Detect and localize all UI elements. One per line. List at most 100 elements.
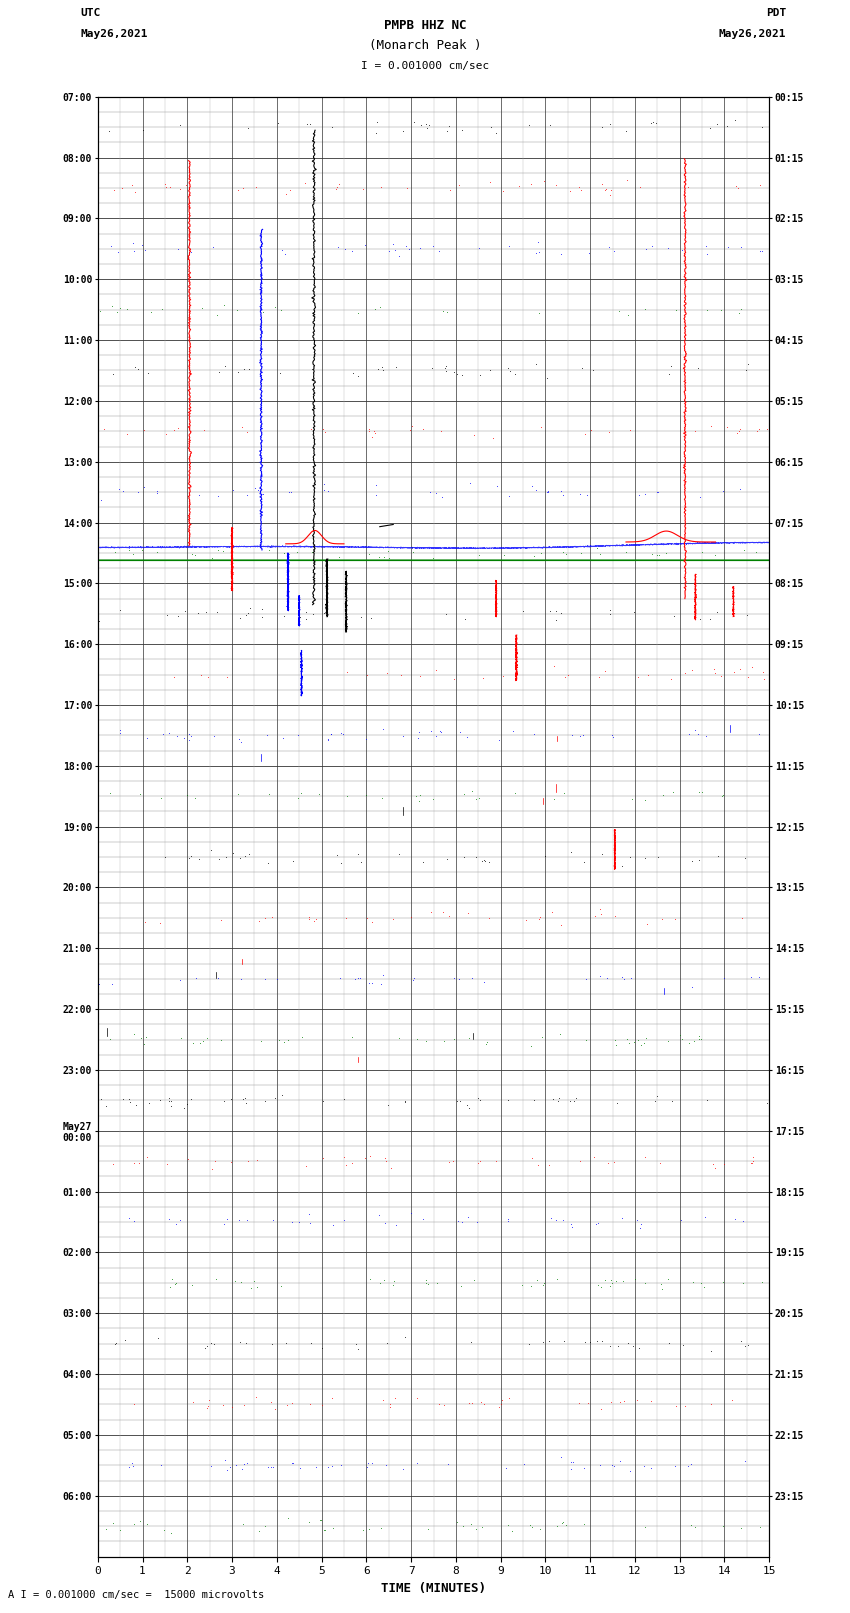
Point (296, 1024, 309, 1050)
Point (512, 173, 525, 198)
Point (578, 421, 592, 447)
Point (169, 1211, 183, 1237)
Point (624, 966, 638, 992)
Point (306, 356, 320, 382)
Point (376, 786, 389, 811)
Point (736, 1269, 750, 1295)
Point (615, 853, 629, 879)
Point (382, 539, 395, 565)
Point (187, 1389, 201, 1415)
Point (530, 1266, 543, 1292)
Point (717, 1269, 730, 1295)
Point (126, 540, 139, 566)
Point (354, 848, 367, 874)
Point (554, 1444, 568, 1469)
Point (363, 969, 377, 995)
Point (405, 903, 418, 929)
Point (336, 721, 349, 747)
Point (162, 721, 176, 747)
Point (286, 848, 299, 874)
Point (486, 426, 500, 452)
Point (414, 113, 428, 139)
Point (661, 1329, 675, 1355)
Point (554, 479, 568, 505)
Point (546, 1086, 559, 1111)
Point (497, 542, 511, 568)
Point (745, 1150, 759, 1176)
Point (379, 1452, 393, 1478)
Point (94, 1086, 107, 1111)
Point (503, 358, 517, 384)
Point (241, 1148, 255, 1174)
Point (249, 1384, 263, 1410)
Point (518, 1450, 531, 1476)
Point (575, 540, 588, 566)
Point (363, 1144, 377, 1169)
Point (470, 1210, 484, 1236)
Point (184, 1086, 198, 1111)
Point (656, 782, 670, 808)
Point (473, 1389, 487, 1415)
Point (426, 545, 439, 571)
Point (532, 300, 546, 326)
Point (711, 111, 724, 137)
Point (749, 540, 762, 566)
Point (685, 848, 699, 874)
Point (360, 782, 373, 808)
Point (654, 907, 668, 932)
Point (692, 355, 706, 381)
Point (544, 1205, 558, 1231)
Point (462, 1095, 476, 1121)
Point (556, 1207, 570, 1232)
Point (621, 1331, 635, 1357)
Point (621, 302, 635, 327)
Point (638, 1144, 651, 1169)
Point (160, 602, 173, 627)
Point (163, 174, 177, 200)
Point (191, 600, 205, 626)
Point (580, 966, 593, 992)
Point (693, 605, 706, 631)
Point (752, 416, 766, 442)
Point (524, 1273, 538, 1298)
Point (280, 1027, 294, 1053)
Point (369, 473, 382, 498)
Point (109, 539, 122, 565)
Point (762, 602, 775, 627)
Point (688, 418, 702, 444)
Point (563, 177, 576, 203)
Point (756, 115, 769, 140)
Point (182, 721, 196, 747)
Point (450, 361, 464, 387)
Point (489, 121, 502, 147)
Point (299, 1153, 313, 1179)
Point (293, 1455, 307, 1481)
Point (556, 539, 570, 565)
Point (217, 539, 230, 565)
Point (438, 1029, 451, 1055)
Point (234, 845, 247, 871)
Point (572, 174, 586, 200)
Point (352, 1336, 366, 1361)
Point (276, 724, 290, 750)
Point (668, 907, 682, 932)
Point (607, 1150, 620, 1176)
Point (461, 1092, 474, 1118)
Point (638, 1453, 651, 1479)
Point (746, 1145, 760, 1171)
Point (408, 965, 422, 990)
Point (604, 597, 617, 623)
Point (265, 905, 279, 931)
Point (109, 1331, 122, 1357)
Point (299, 600, 313, 626)
Point (173, 968, 187, 994)
Point (553, 1021, 567, 1047)
Point (593, 897, 607, 923)
Point (337, 1144, 351, 1169)
Point (128, 237, 141, 263)
Point (619, 539, 632, 565)
Point (167, 665, 181, 690)
Point (434, 418, 448, 444)
Point (378, 1145, 392, 1171)
Point (356, 1518, 370, 1544)
